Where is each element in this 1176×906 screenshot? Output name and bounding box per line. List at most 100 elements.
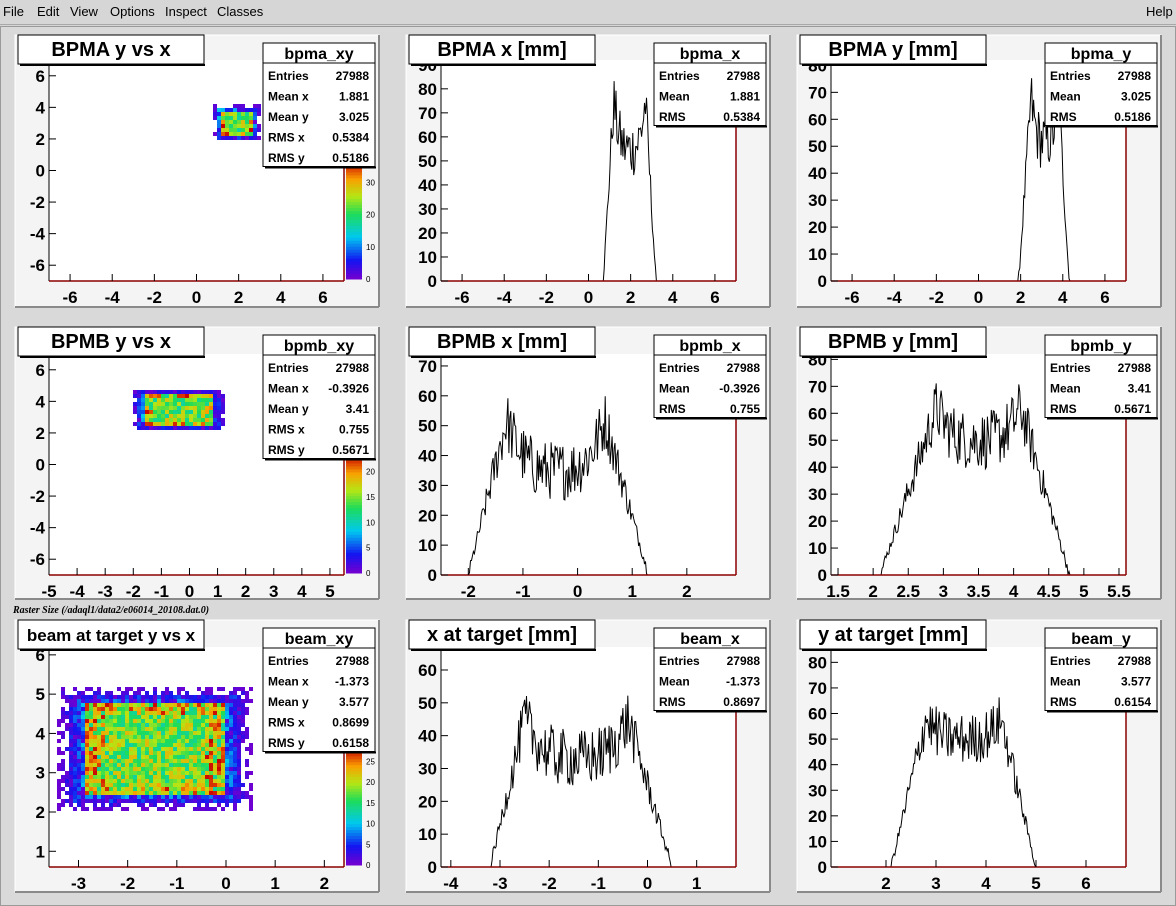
heatmap-cell bbox=[113, 719, 117, 723]
heatmap-cell bbox=[145, 418, 149, 422]
heatmap-cell bbox=[229, 771, 233, 775]
heatmap-cell bbox=[137, 410, 141, 414]
heatmap-cell bbox=[93, 807, 97, 811]
heatmap-cell bbox=[249, 799, 253, 803]
colorbar-band bbox=[346, 462, 362, 467]
heatmap-cell bbox=[221, 703, 225, 707]
heatmap-cell bbox=[189, 767, 193, 771]
heatmap-cell bbox=[189, 711, 193, 715]
heatmap-cell bbox=[213, 787, 217, 791]
heatmap-cell bbox=[197, 687, 201, 691]
heatmap-cell bbox=[141, 715, 145, 719]
colorbar-band bbox=[346, 808, 362, 813]
heatmap-cell bbox=[193, 799, 197, 803]
heatmap-cell bbox=[185, 426, 189, 430]
heatmap-cell bbox=[73, 779, 77, 783]
colorbar-band bbox=[346, 540, 362, 544]
y-tick-label: 50 bbox=[808, 431, 827, 450]
heatmap-cell bbox=[217, 707, 221, 711]
heatmap-cell bbox=[109, 711, 113, 715]
heatmap-cell bbox=[157, 711, 161, 715]
heatmap-cell bbox=[153, 691, 157, 695]
heatmap-cell bbox=[157, 727, 161, 731]
heatmap-cell bbox=[225, 699, 229, 703]
heatmap-cell bbox=[225, 743, 229, 747]
heatmap-cell bbox=[205, 426, 209, 430]
menu-inspect[interactable]: Inspect bbox=[165, 4, 207, 19]
x-tick-label: 4 bbox=[297, 582, 307, 601]
heatmap-cell bbox=[57, 763, 61, 767]
heatmap-cell bbox=[213, 699, 217, 703]
heatmap-cell bbox=[121, 799, 125, 803]
heatmap-cell bbox=[225, 727, 229, 731]
y-tick-label: 30 bbox=[808, 191, 827, 210]
menu-classes[interactable]: Classes bbox=[217, 4, 264, 19]
heatmap-cell bbox=[157, 775, 161, 779]
heatmap-cell bbox=[125, 783, 129, 787]
heatmap-cell bbox=[169, 743, 173, 747]
root-canvas[interactable]: 0 10 20 30 -6 -4 -2 0 2 4 6 -6 -4 -2 0 2 4 6 BPMA y vs x bp… bbox=[0, 26, 1176, 906]
heatmap-cell bbox=[85, 755, 89, 759]
heatmap-cell bbox=[225, 739, 229, 743]
heatmap-cell bbox=[193, 779, 197, 783]
menu-help[interactable]: Help bbox=[1146, 4, 1173, 19]
heatmap-cell bbox=[93, 747, 97, 751]
heatmap-cell bbox=[229, 743, 233, 747]
y-tick-label: 70 bbox=[808, 679, 827, 698]
heatmap-cell bbox=[237, 755, 241, 759]
colorbar-band bbox=[346, 811, 362, 816]
heatmap-cell bbox=[141, 699, 145, 703]
heatmap-cell bbox=[249, 783, 253, 787]
heatmap-cell bbox=[85, 787, 89, 791]
heatmap-cell bbox=[141, 398, 145, 402]
heatmap-cell bbox=[113, 711, 117, 715]
heatmap-cell bbox=[169, 691, 173, 695]
heatmap-cell bbox=[217, 787, 221, 791]
heatmap-cell bbox=[201, 707, 205, 711]
menu-view[interactable]: View bbox=[70, 4, 98, 19]
heatmap-cell bbox=[105, 747, 109, 751]
heatmap-cell bbox=[57, 751, 61, 755]
heatmap-cell bbox=[185, 691, 189, 695]
heatmap-cell bbox=[149, 735, 153, 739]
heatmap-cell bbox=[149, 414, 153, 418]
heatmap-cell bbox=[249, 120, 253, 124]
heatmap-cell bbox=[189, 699, 193, 703]
menu-file[interactable]: File bbox=[3, 4, 24, 19]
heatmap-cell bbox=[233, 779, 237, 783]
colorbar-tick-label: 25 bbox=[366, 757, 375, 766]
heatmap-cell bbox=[221, 719, 225, 723]
colorbar-band bbox=[346, 806, 362, 810]
heatmap-cell bbox=[141, 771, 145, 775]
heatmap-cell bbox=[185, 791, 189, 795]
heatmap-cell bbox=[81, 767, 85, 771]
heatmap-cell bbox=[205, 767, 209, 771]
heatmap-cell bbox=[193, 406, 197, 410]
heatmap-cell bbox=[129, 759, 133, 763]
heatmap-cell bbox=[193, 783, 197, 787]
stats-value: 27988 bbox=[1118, 361, 1152, 375]
heatmap-cell bbox=[69, 719, 73, 723]
heatmap-cell bbox=[177, 791, 181, 795]
heatmap-cell bbox=[241, 691, 245, 695]
heatmap-cell bbox=[109, 791, 113, 795]
heatmap-cell bbox=[205, 394, 209, 398]
heatmap-cell bbox=[73, 687, 77, 691]
menu-options[interactable]: Options bbox=[110, 4, 155, 19]
heatmap-cell bbox=[81, 743, 85, 747]
heatmap-cell bbox=[249, 132, 253, 136]
heatmap-cell bbox=[157, 719, 161, 723]
heatmap-cell bbox=[129, 799, 133, 803]
heatmap-cell bbox=[193, 747, 197, 751]
heatmap-cell bbox=[93, 803, 97, 807]
heatmap-cell bbox=[233, 791, 237, 795]
menu-edit[interactable]: Edit bbox=[37, 4, 60, 19]
heatmap-cell bbox=[65, 699, 69, 703]
heatmap-cell bbox=[193, 751, 197, 755]
colorbar-tick-label: 0 bbox=[366, 861, 371, 870]
heatmap-cell bbox=[205, 687, 209, 691]
heatmap-cell bbox=[185, 422, 189, 426]
x-tick-label: 2 bbox=[241, 582, 250, 601]
heatmap-cell bbox=[93, 743, 97, 747]
heatmap-cell bbox=[121, 763, 125, 767]
